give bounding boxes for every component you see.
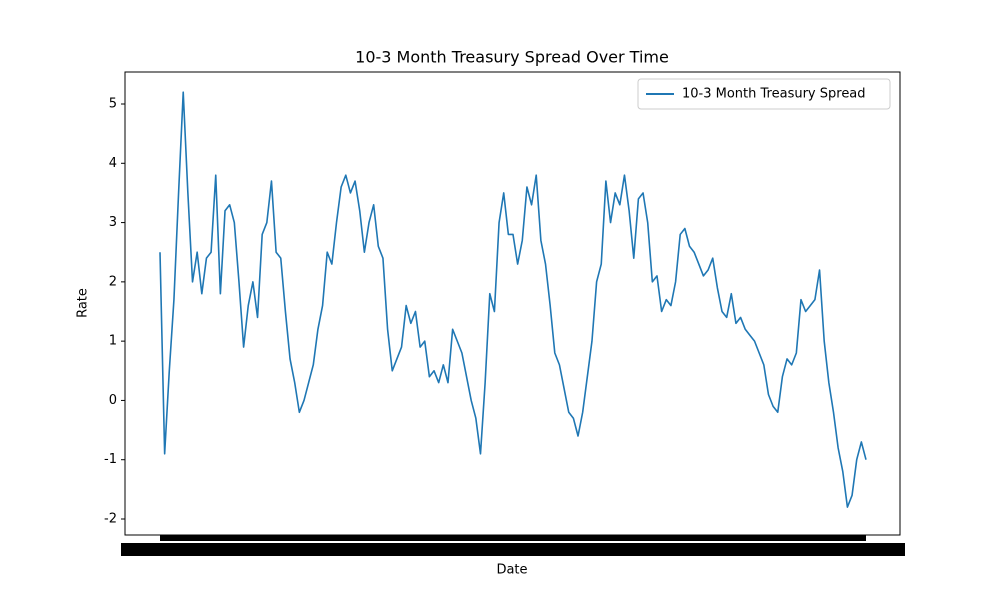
axes-frame (124, 71, 901, 536)
y-tick-label: 1 (109, 334, 117, 349)
y-tick-label: 5 (109, 97, 117, 112)
y-tick-label: 2 (109, 274, 117, 289)
series-line (159, 91, 867, 508)
legend-box (637, 78, 891, 110)
y-tick-label: -1 (104, 452, 117, 467)
y-axis-label: Rate (76, 288, 91, 318)
y-tick-label: -2 (104, 511, 117, 526)
plot-area (159, 91, 867, 508)
y-tick-label: 4 (109, 156, 117, 171)
x-axis-label: Date (496, 563, 527, 578)
y-tick-label: 0 (109, 393, 117, 408)
x-tick-marks (160, 535, 866, 541)
x-tick-labels-overlap (121, 543, 905, 556)
legend-label: 10-3 Month Treasury Spread (682, 87, 866, 102)
legend: 10-3 Month Treasury Spread (637, 78, 891, 110)
y-tick-label: 3 (109, 215, 117, 230)
chart-title: 10-3 Month Treasury Spread Over Time (355, 48, 669, 67)
